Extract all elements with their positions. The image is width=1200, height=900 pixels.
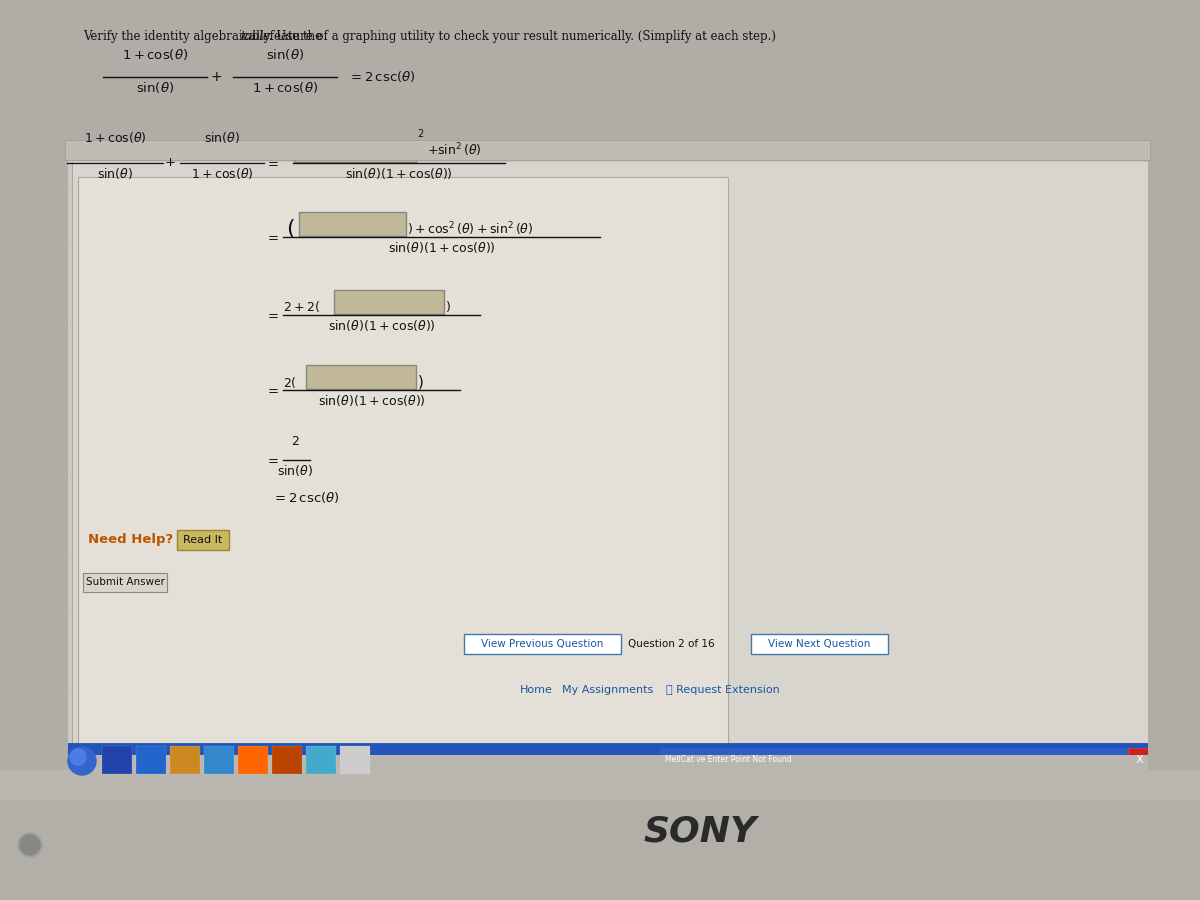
- Text: $+$: $+$: [210, 70, 222, 84]
- Text: $1 + \cos(\theta)$: $1 + \cos(\theta)$: [252, 80, 318, 95]
- Text: $1 + \cos(\theta)$: $1 + \cos(\theta)$: [122, 47, 188, 62]
- FancyBboxPatch shape: [170, 746, 200, 774]
- FancyBboxPatch shape: [102, 746, 132, 774]
- Text: $+ \sin^2(\theta)$: $+ \sin^2(\theta)$: [427, 141, 481, 158]
- FancyBboxPatch shape: [1148, 130, 1200, 770]
- Circle shape: [18, 833, 42, 857]
- FancyBboxPatch shape: [83, 573, 167, 592]
- Text: $\sin(\theta)$: $\sin(\theta)$: [136, 80, 174, 95]
- FancyBboxPatch shape: [65, 140, 1150, 160]
- Text: $\sin(\theta)$: $\sin(\theta)$: [266, 47, 304, 62]
- Text: $= 2\,\csc(\theta)$: $= 2\,\csc(\theta)$: [272, 490, 340, 505]
- FancyBboxPatch shape: [306, 365, 416, 389]
- Text: Need Help?: Need Help?: [88, 534, 173, 546]
- Text: $\sin(\theta)(1 + \cos(\theta))$: $\sin(\theta)(1 + \cos(\theta))$: [346, 166, 452, 181]
- Text: Question 2 of 16: Question 2 of 16: [628, 639, 715, 649]
- Text: $\sin(\theta)(1 + \cos(\theta))$: $\sin(\theta)(1 + \cos(\theta))$: [328, 318, 436, 333]
- Text: MellCat ve Enter Point Not Found: MellCat ve Enter Point Not Found: [665, 755, 792, 764]
- Text: feature of a graphing utility to check your result numerically. (Simplify at eac: feature of a graphing utility to check y…: [265, 30, 775, 43]
- Text: $\sin(\theta)$: $\sin(\theta)$: [204, 130, 240, 145]
- Text: $=$: $=$: [265, 454, 280, 466]
- Text: X: X: [1135, 755, 1142, 765]
- Text: ⬜ Request Extension: ⬜ Request Extension: [666, 685, 780, 695]
- FancyBboxPatch shape: [340, 746, 370, 774]
- FancyBboxPatch shape: [299, 212, 406, 236]
- FancyBboxPatch shape: [238, 746, 268, 774]
- FancyBboxPatch shape: [65, 743, 1150, 775]
- Text: $=$: $=$: [265, 230, 280, 244]
- FancyBboxPatch shape: [0, 755, 1200, 900]
- Text: $=$: $=$: [265, 309, 280, 321]
- Text: Verify the identity algebraically. Use the: Verify the identity algebraically. Use t…: [83, 30, 326, 43]
- Text: $2 + 2($: $2 + 2($: [283, 300, 320, 314]
- FancyBboxPatch shape: [72, 152, 1160, 162]
- Circle shape: [20, 835, 40, 855]
- FancyBboxPatch shape: [464, 634, 622, 654]
- FancyBboxPatch shape: [306, 746, 336, 774]
- Text: Read It: Read It: [184, 535, 223, 545]
- Text: $= 2\,\csc(\theta)$: $= 2\,\csc(\theta)$: [348, 69, 415, 85]
- FancyBboxPatch shape: [72, 152, 1160, 762]
- Text: $2$: $2$: [290, 435, 299, 448]
- Text: $)$: $)$: [445, 300, 451, 314]
- FancyBboxPatch shape: [178, 530, 229, 550]
- Text: $=$: $=$: [265, 157, 280, 169]
- FancyBboxPatch shape: [78, 177, 728, 752]
- Text: View Previous Question: View Previous Question: [481, 639, 604, 649]
- FancyBboxPatch shape: [136, 746, 166, 774]
- Text: $=$: $=$: [265, 383, 280, 397]
- Text: $2$: $2$: [418, 127, 425, 139]
- Text: SONY: SONY: [643, 815, 756, 849]
- FancyBboxPatch shape: [0, 0, 1200, 145]
- Text: $1 + \cos(\theta)$: $1 + \cos(\theta)$: [84, 130, 146, 145]
- Text: $($: $($: [286, 218, 295, 240]
- Text: $) + \cos^2(\theta) + \sin^2(\theta)$: $) + \cos^2(\theta) + \sin^2(\theta)$: [407, 220, 533, 238]
- Text: $+$: $+$: [164, 157, 176, 169]
- Text: $1 + \cos(\theta)$: $1 + \cos(\theta)$: [191, 166, 253, 181]
- FancyBboxPatch shape: [751, 634, 888, 654]
- Text: $\sin(\theta)(1 + \cos(\theta))$: $\sin(\theta)(1 + \cos(\theta))$: [388, 240, 496, 255]
- Text: $2($: $2($: [283, 374, 296, 390]
- FancyBboxPatch shape: [1128, 748, 1150, 772]
- Text: $\sin(\theta)$: $\sin(\theta)$: [277, 463, 313, 478]
- Text: My Assignments: My Assignments: [562, 685, 653, 695]
- Circle shape: [68, 747, 96, 775]
- FancyBboxPatch shape: [334, 290, 444, 314]
- Text: Submit Answer: Submit Answer: [85, 577, 164, 587]
- FancyBboxPatch shape: [0, 755, 1200, 800]
- FancyBboxPatch shape: [294, 138, 416, 162]
- FancyBboxPatch shape: [272, 746, 302, 774]
- Text: $\sin(\theta)$: $\sin(\theta)$: [97, 166, 133, 181]
- FancyBboxPatch shape: [204, 746, 234, 774]
- FancyBboxPatch shape: [55, 145, 1165, 770]
- Text: View Next Question: View Next Question: [768, 639, 870, 649]
- Text: table: table: [240, 30, 270, 43]
- Text: $\sin(\theta)(1 + \cos(\theta))$: $\sin(\theta)(1 + \cos(\theta))$: [318, 393, 425, 408]
- Circle shape: [70, 749, 86, 765]
- FancyBboxPatch shape: [0, 130, 68, 770]
- FancyBboxPatch shape: [660, 748, 1140, 772]
- Text: Home: Home: [520, 685, 553, 695]
- Text: $)$: $)$: [418, 373, 424, 391]
